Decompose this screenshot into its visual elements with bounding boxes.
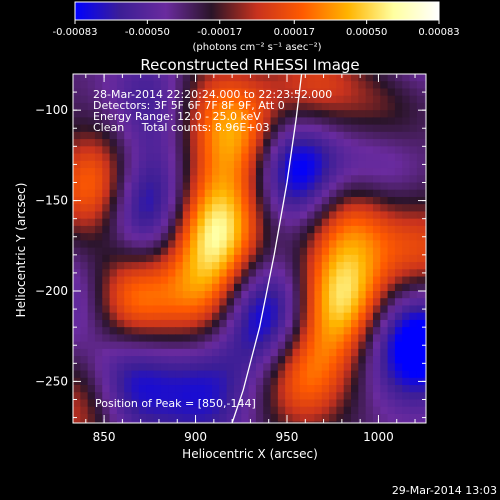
info-detectors: Detectors: 3F 5F 6F 7F 8F 9F, Att 0 — [93, 99, 285, 112]
x-tick-label: 950 — [276, 430, 299, 444]
y-tick-label: −200 — [35, 284, 68, 298]
colorbar-tick-label: 0.00017 — [274, 27, 315, 38]
colorbar-tick-label: 0.00083 — [418, 27, 459, 38]
y-axis-label: Heliocentric Y (arcsec) — [14, 183, 28, 318]
info-method: Clean Total counts: 8.96E+03 — [93, 121, 270, 134]
heatmap-image — [73, 74, 426, 423]
colorbar-tick-label: -0.00050 — [125, 27, 170, 38]
x-tick-label: 900 — [184, 430, 207, 444]
colorbar-tick-label: -0.00083 — [53, 27, 98, 38]
x-tick-label: 1000 — [363, 430, 394, 444]
colorbar-tick-label: -0.00017 — [197, 27, 242, 38]
footer-timestamp: 29-Mar-2014 13:03 — [392, 484, 497, 497]
x-tick-label: 850 — [93, 430, 116, 444]
y-tick-label: −100 — [35, 103, 68, 117]
peak-position-label: Position of Peak = [850,-144] — [95, 397, 256, 410]
solar-limb-curve — [231, 74, 303, 423]
y-tick-label: −250 — [35, 374, 68, 388]
info-energy: Energy Range: 12.0 - 25.0 keV — [93, 110, 261, 123]
axes: 850 900 950 1000 −100 −150 −200 −250 — [35, 73, 426, 444]
chart-title: Reconstructed RHESSI Image — [140, 56, 359, 74]
x-axis-label: Heliocentric X (arcsec) — [182, 447, 318, 461]
colorbar-tick-label: 0.00050 — [346, 27, 387, 38]
plot-frame — [72, 73, 427, 424]
info-time-range: 28-Mar-2014 22:20:24.000 to 22:23:52.000 — [93, 88, 332, 101]
colorbar-unit-label: (photons cm⁻² s⁻¹ asec⁻²) — [192, 42, 321, 53]
colorbar — [74, 1, 440, 21]
colorbar-ticks: -0.00083 -0.00050 -0.00017 0.00017 0.00050 0.… — [53, 20, 460, 38]
y-tick-label: −150 — [35, 194, 68, 208]
